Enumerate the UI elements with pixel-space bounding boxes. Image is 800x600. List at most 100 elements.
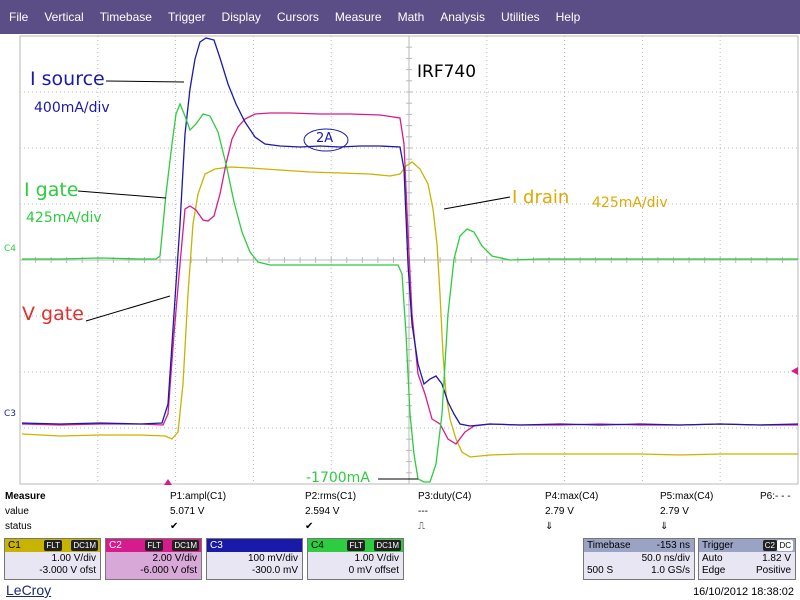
peak-ellipse xyxy=(303,128,349,152)
leader-i-gate xyxy=(77,190,167,199)
timebase-rate: 1.0 GS/s xyxy=(651,565,690,576)
channel-c3-name: C3 xyxy=(210,540,223,551)
channel-c3-vdiv: 100 mV/div xyxy=(247,553,298,564)
menu-display[interactable]: Display xyxy=(221,10,261,24)
channel-c3-filter-badge: FLT xyxy=(246,540,264,551)
peak-label: 2A xyxy=(316,131,334,146)
v-gate-label: V gate xyxy=(22,303,84,325)
channel-c4-header: C4 FLT DC1M xyxy=(308,539,403,552)
measure-param-name[interactable]: P3:duty(C4) xyxy=(418,491,472,502)
i-source-label: I source xyxy=(30,68,105,90)
menu-timebase[interactable]: Timebase xyxy=(99,10,152,24)
channel-c4-vdiv: 1.00 V/div xyxy=(354,553,399,564)
measure-param-name[interactable]: P4:max(C4) xyxy=(545,491,599,502)
menu-help[interactable]: Help xyxy=(555,10,581,24)
leader-i-drain xyxy=(443,196,511,210)
trace-c3-i-source xyxy=(21,37,799,427)
channel-c1-offset: -3.000 V ofst xyxy=(39,565,96,576)
channel-c1-descriptor[interactable]: C1 FLT DC1M 1.00 V/div -3.000 V ofst xyxy=(4,538,101,580)
channel-c4-coupling-badge: DC1M xyxy=(374,540,401,551)
measure-param-name[interactable]: P1:ampl(C1) xyxy=(170,491,227,502)
channel-c3-header: C3 FLT DC1M xyxy=(207,539,302,552)
channel-marker-c3: C3 xyxy=(4,409,17,419)
menu-utilities[interactable]: Utilities xyxy=(500,10,540,24)
channel-c2-filter-badge: FLT xyxy=(145,540,163,551)
trigger-values: 1.82 V Positive xyxy=(756,553,791,577)
channel-c3-coupling-badge: DC1M xyxy=(273,540,300,551)
measure-status-label: status xyxy=(5,521,32,532)
measure-param-status: ⇓ xyxy=(545,521,554,532)
timebase-label: Timebase xyxy=(587,540,631,551)
measure-panel: Measure value status P1:ampl(C1) 5.071 V ✔… xyxy=(0,489,800,537)
measure-param-status: ✔ xyxy=(170,521,179,532)
i-gate-scale: 425mA/div xyxy=(26,210,102,226)
menu-math[interactable]: Math xyxy=(397,10,425,24)
trigger-descriptor[interactable]: Trigger C2 DC Auto Edge 1.82 V Positive xyxy=(698,538,796,580)
channel-c1-vdiv: 1.00 V/div xyxy=(51,553,96,564)
channel-c1-header: C1 FLT DC1M xyxy=(5,539,100,552)
menu-file[interactable]: File xyxy=(9,10,29,24)
channel-c4-values: 1.00 V/div 0 mV offset xyxy=(349,553,399,577)
measure-title: Measure xyxy=(5,491,46,502)
channel-c2-descriptor[interactable]: C2 FLT DC1M 2.00 V/div -6.000 V ofst xyxy=(105,538,202,580)
channel-descriptors: C1 FLT DC1M 1.00 V/div -3.000 V ofst C2 … xyxy=(0,538,800,582)
channel-c2-vdiv: 2.00 V/div xyxy=(152,553,197,564)
timebase-values: 50.0 ns/div 1.0 GS/s xyxy=(642,553,690,577)
trace-c4-i-gate xyxy=(22,102,798,483)
graticule xyxy=(19,35,799,485)
channel-c1-values: 1.00 V/div -3.000 V ofst xyxy=(39,553,96,577)
measure-param-value: 2.79 V xyxy=(545,506,574,517)
trace-c1-i-drain xyxy=(21,161,798,458)
measure-param-name[interactable]: P5:max(C4) xyxy=(660,491,714,502)
trigger-label: Trigger xyxy=(702,540,734,551)
timebase-tdiv: 50.0 ns/div xyxy=(641,553,690,564)
i-gate-label: I gate xyxy=(24,179,79,201)
menu-vertical[interactable]: Vertical xyxy=(44,10,84,24)
menu-trigger[interactable]: Trigger xyxy=(167,10,206,24)
i-source-scale: 400mA/div xyxy=(34,100,110,116)
leader-v-gate xyxy=(85,295,171,322)
channel-c4-descriptor[interactable]: C4 FLT DC1M 1.00 V/div 0 mV offset xyxy=(307,538,404,580)
timebase-samples: 500 S xyxy=(587,565,614,576)
menu-measure[interactable]: Measure xyxy=(334,10,382,24)
menu-cursors[interactable]: Cursors xyxy=(276,10,319,24)
measure-value-label: value xyxy=(5,506,29,517)
brand-logo: LeCroy xyxy=(6,582,52,598)
trigger-coupling-badge: DC xyxy=(777,540,793,551)
channel-c3-offset: -300.0 mV xyxy=(251,565,298,576)
channel-c2-coupling-badge: DC1M xyxy=(172,540,199,551)
timebase-descriptor[interactable]: Timebase -153 ns 500 S 50.0 ns/div 1.0 G… xyxy=(583,538,695,580)
measure-param-value: 5.071 V xyxy=(170,506,205,517)
channel-c3-values: 100 mV/div -300.0 mV xyxy=(248,553,298,577)
scope-grid-svg xyxy=(19,35,799,485)
channel-c3-descriptor[interactable]: C3 FLT DC1M 100 mV/div -300.0 mV xyxy=(206,538,303,580)
i-drain-label: I drain xyxy=(512,187,570,208)
channel-c2-offset: -6.000 V ofst xyxy=(140,565,197,576)
menu-bar: File Vertical Timebase Trigger Display Cursor… xyxy=(0,0,800,34)
channel-c4-offset: 0 mV offset xyxy=(348,565,399,576)
datetime: 16/10/2012 18:38:02 xyxy=(693,586,794,598)
leader-i-source xyxy=(105,80,185,83)
channel-c4-name: C4 xyxy=(311,540,324,551)
device-label: IRF740 xyxy=(417,62,477,82)
timebase-header: Timebase -153 ns xyxy=(584,539,694,552)
trigger-header: Trigger C2 DC xyxy=(699,539,795,552)
measure-param-name[interactable]: P2:rms(C1) xyxy=(305,491,357,502)
channel-marker-c4: C4 xyxy=(4,244,17,254)
trigger-mode: Auto xyxy=(702,553,723,564)
measure-param-value: 2.594 V xyxy=(305,506,340,517)
measure-param-value: --- xyxy=(418,506,428,517)
right-edge-marker xyxy=(791,367,798,375)
trigger-position-marker xyxy=(164,479,172,485)
i-drain-scale: 425mA/div xyxy=(592,195,668,211)
channel-c2-header: C2 FLT DC1M xyxy=(106,539,201,552)
channel-c2-values: 2.00 V/div -6.000 V ofst xyxy=(140,553,197,577)
measure-param-name[interactable]: P6:- - - xyxy=(760,491,791,502)
timebase-delay: -153 ns xyxy=(656,540,690,551)
trigger-slope: Positive xyxy=(755,565,791,576)
channel-c2-name: C2 xyxy=(109,540,122,551)
waveform-display[interactable]: IRF740 I source 400mA/div I gate 425mA/d… xyxy=(0,34,800,489)
channel-c1-name: C1 xyxy=(8,540,21,551)
channel-c4-filter-badge: FLT xyxy=(347,540,365,551)
menu-analysis[interactable]: Analysis xyxy=(440,10,485,24)
